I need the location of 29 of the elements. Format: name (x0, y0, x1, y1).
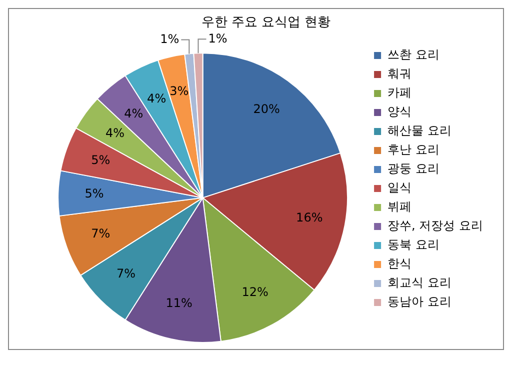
data-label: 4% (147, 92, 166, 106)
legend-label: 쓰촨 요리 (388, 48, 440, 62)
legend-label: 광둥 요리 (388, 162, 440, 176)
legend-label: 카페 (388, 86, 412, 100)
legend-label: 동남아 요리 (388, 294, 452, 309)
legend-label: 장쑤, 저장성 요리 (388, 218, 484, 233)
chart-title: 우한 주요 요식업 현황 (201, 15, 331, 30)
data-label: 1% (208, 31, 228, 46)
data-label: 4% (105, 126, 125, 140)
data-label: 5% (84, 186, 104, 201)
legend-label: 훠궈 (388, 66, 412, 81)
legend-label: 해산물 요리 (388, 124, 452, 138)
data-label: 3% (170, 84, 189, 98)
data-label: 16% (296, 210, 323, 224)
data-label: 7% (91, 226, 110, 241)
legend-label: 뷔페 (388, 200, 412, 214)
data-label: 1% (160, 32, 180, 46)
data-label: 4% (124, 106, 144, 120)
data-label: 5% (91, 153, 110, 168)
data-label: 11% (166, 296, 192, 310)
legend-label: 회교식 요리 (388, 276, 452, 290)
legend-label: 동북 요리 (388, 238, 440, 252)
data-label: 12% (242, 285, 268, 300)
legend-label: 후난 요리 (388, 142, 440, 157)
legend-label: 한식 (388, 256, 412, 271)
legend-label: 일식 (388, 180, 412, 195)
legend-label: 양식 (388, 104, 412, 119)
data-label: 7% (116, 266, 136, 281)
data-label: 20% (253, 102, 280, 116)
